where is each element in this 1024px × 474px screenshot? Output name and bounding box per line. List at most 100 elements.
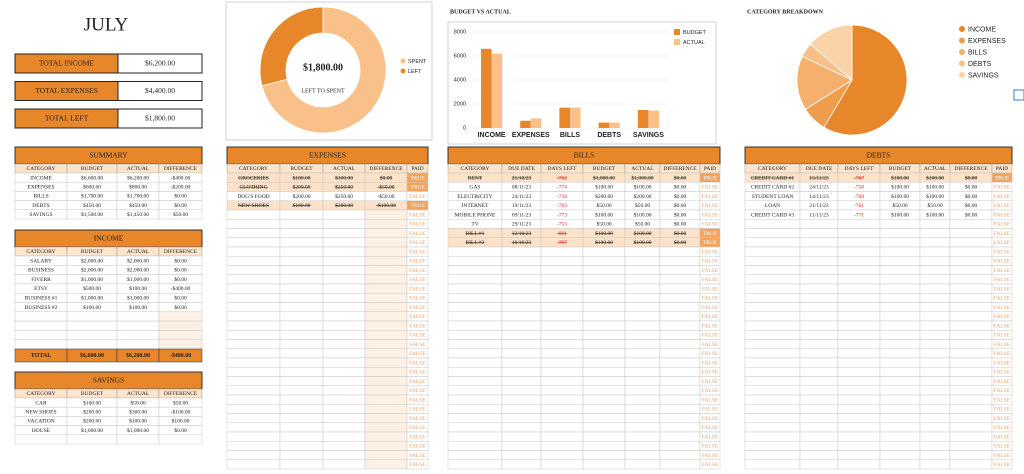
cell — [919, 413, 951, 423]
cell — [364, 413, 408, 423]
legend-label: BILLS — [968, 49, 987, 56]
cell — [744, 293, 801, 303]
cell — [799, 246, 839, 257]
cell-text: FALSE — [994, 462, 1011, 468]
cell — [501, 246, 542, 257]
y-tick-label: 6000 — [454, 53, 466, 59]
cell — [949, 256, 993, 266]
cell-text: $100.00 — [634, 239, 652, 246]
cell-text: $100.00 — [129, 304, 147, 311]
cell — [799, 422, 839, 433]
cell — [501, 311, 542, 322]
cell — [919, 394, 951, 405]
cell — [582, 293, 626, 303]
cell-text: GROCERIES — [238, 175, 269, 181]
cell — [540, 367, 584, 377]
cell — [322, 274, 366, 285]
cell — [919, 246, 951, 257]
cell — [624, 367, 661, 377]
cell-text: FALSE — [702, 277, 719, 283]
column-header: BUDGET — [889, 166, 912, 172]
cell — [919, 404, 951, 414]
cell — [364, 320, 408, 331]
cell — [624, 283, 661, 294]
cell — [659, 302, 701, 312]
donut-center-value: $1,800.00 — [303, 62, 343, 73]
cell — [744, 274, 801, 285]
bar — [559, 107, 570, 128]
cell-text: $6,200.00 — [127, 174, 149, 181]
bar — [609, 122, 620, 128]
cell — [364, 283, 408, 294]
cell — [799, 385, 839, 396]
cell — [744, 311, 801, 322]
cell — [364, 450, 408, 460]
cell — [879, 293, 921, 303]
cell — [501, 283, 542, 294]
cell-text: $100.00 — [926, 184, 944, 191]
cell — [226, 228, 281, 238]
cell — [364, 209, 408, 220]
cell-text: $2,000.00 — [127, 257, 149, 264]
cell — [991, 459, 1013, 470]
cell — [949, 413, 993, 423]
cell — [364, 293, 408, 303]
cell — [364, 274, 408, 285]
cell-text: FALSE — [702, 407, 719, 413]
cell-text: $200.00 — [634, 193, 652, 200]
cell — [837, 385, 881, 396]
cell — [919, 265, 951, 275]
cell — [949, 376, 993, 386]
cell-text: FALSE — [994, 203, 1011, 209]
cell-text: $0.00 — [674, 202, 687, 209]
cell-text: FALSE — [702, 305, 719, 311]
cell — [540, 459, 584, 470]
cell — [837, 293, 881, 303]
cell-text: CREDIT CARD #1 — [751, 175, 795, 181]
cell — [949, 219, 993, 229]
cell-text: $0.00 — [965, 184, 978, 191]
cell-text: 09/11/23 — [512, 212, 532, 218]
cell — [279, 330, 324, 340]
cell — [447, 311, 503, 322]
cell — [226, 293, 281, 303]
cell — [226, 209, 281, 220]
cell — [226, 311, 281, 322]
cell — [799, 339, 839, 349]
cell-text: FALSE — [702, 333, 719, 339]
cell — [279, 293, 324, 303]
cell-text: $100.00 — [891, 193, 909, 200]
cell — [364, 311, 408, 322]
cell — [799, 413, 839, 423]
cell — [837, 348, 881, 359]
cell-text: $200.00 — [595, 193, 613, 200]
cell — [447, 385, 503, 396]
table-title: BILLS — [574, 151, 595, 160]
cell-text: -$50.00 — [378, 193, 395, 200]
cell — [744, 394, 801, 405]
cell — [279, 209, 324, 220]
legend-swatch — [674, 39, 680, 45]
cell-text: $100.00 — [926, 211, 944, 218]
column-header: DIFFERENCE — [164, 249, 198, 255]
cell — [279, 228, 324, 238]
cell — [799, 283, 839, 294]
cell-text: -758 — [557, 194, 567, 200]
cell-text: $2,000.00 — [127, 267, 149, 274]
cell-text: -773 — [557, 212, 567, 218]
cell — [879, 348, 921, 359]
cell — [322, 265, 366, 275]
cell — [837, 450, 881, 460]
cell — [540, 422, 584, 433]
cell — [447, 339, 503, 349]
legend-swatch — [959, 26, 965, 32]
cell — [447, 330, 503, 340]
cell — [226, 348, 281, 359]
cell — [447, 320, 503, 331]
cell — [837, 246, 881, 257]
cell — [837, 228, 881, 238]
cell-text: $100.00 — [293, 174, 311, 181]
cell — [364, 441, 408, 451]
cell — [744, 367, 801, 377]
cell-text: $1,000.00 — [81, 427, 103, 434]
